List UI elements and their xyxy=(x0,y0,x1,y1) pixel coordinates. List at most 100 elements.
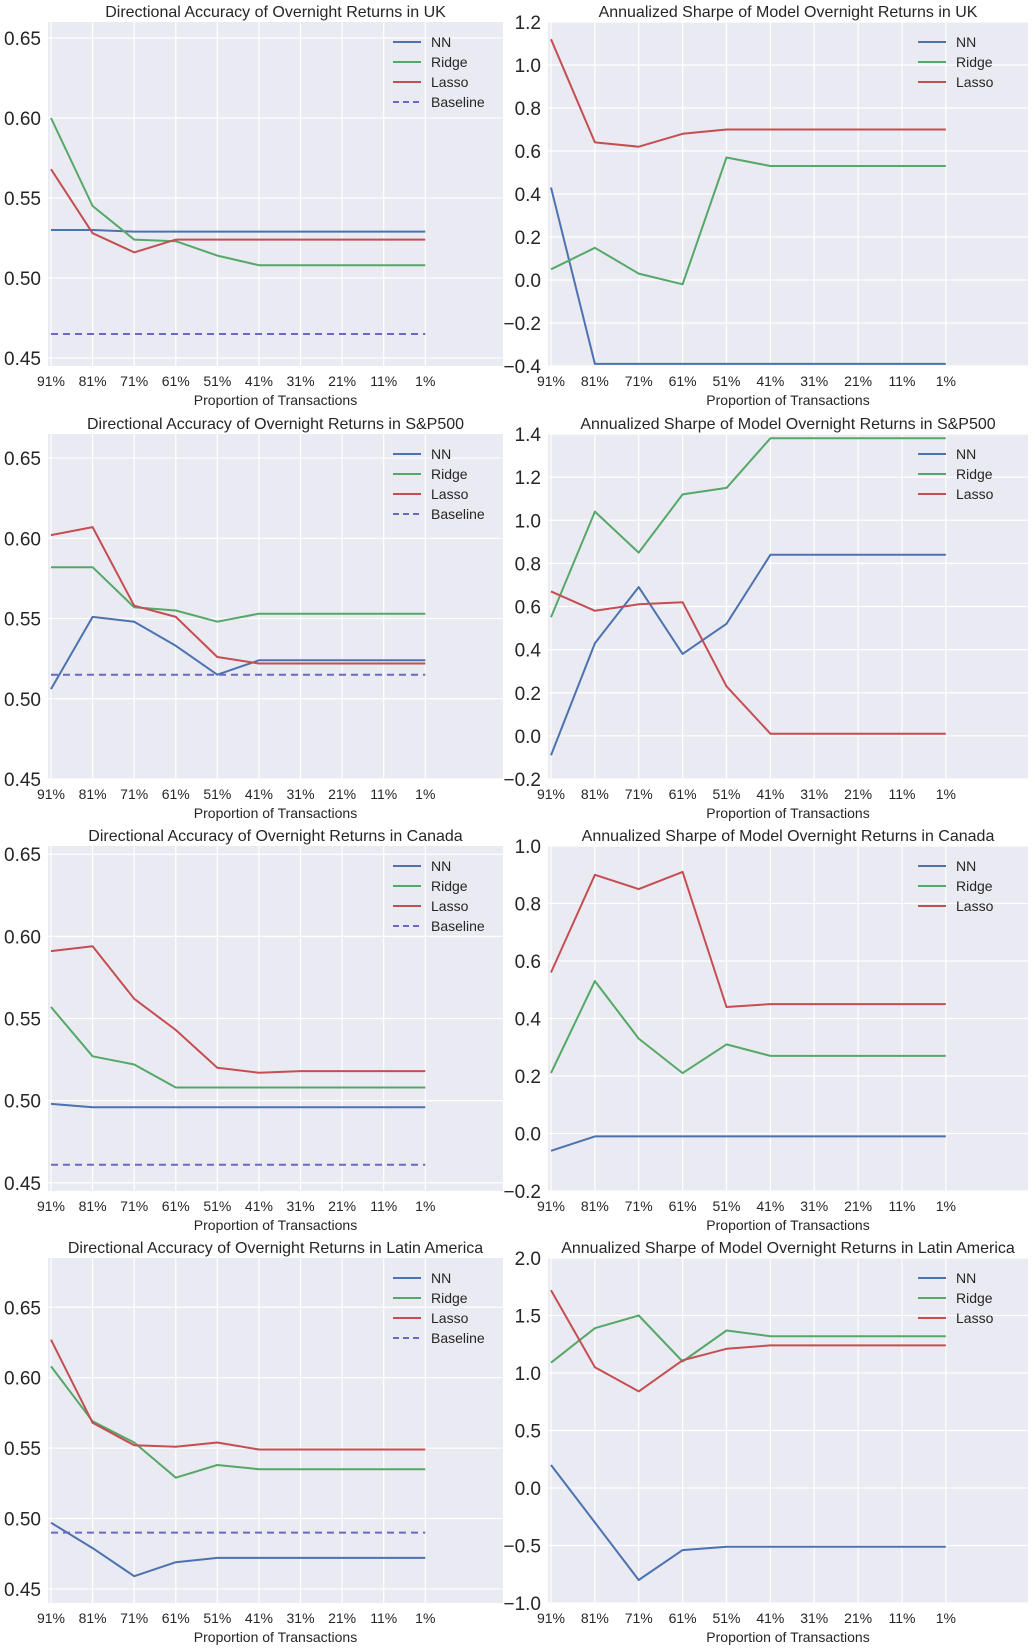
x-tick-label: 31% xyxy=(800,1610,828,1626)
y-tick-label: 0.50 xyxy=(4,1092,41,1113)
x-tick-label: 71% xyxy=(120,786,148,802)
x-axis-label: Proportion of Transactions xyxy=(706,1217,869,1233)
x-tick-label: 11% xyxy=(888,786,915,802)
y-tick-label: 2.0 xyxy=(515,1249,541,1270)
x-tick-label: 31% xyxy=(800,1198,828,1214)
chart-title: Annualized Sharpe of Model Overnight Ret… xyxy=(582,828,995,845)
chart-title: Directional Accuracy of Overnight Return… xyxy=(88,828,463,845)
y-tick-label: 0.60 xyxy=(4,109,41,130)
chart-title: Annualized Sharpe of Model Overnight Ret… xyxy=(561,1240,1015,1257)
x-tick-label: 71% xyxy=(625,786,653,802)
x-tick-label: 11% xyxy=(888,1198,915,1214)
x-axis-label: Proportion of Transactions xyxy=(194,1629,357,1645)
x-tick-label: 51% xyxy=(712,1198,740,1214)
x-tick-label: 41% xyxy=(756,373,784,389)
chart-title: Directional Accuracy of Overnight Return… xyxy=(87,416,464,433)
series-line-ridge xyxy=(51,566,426,623)
series-line-lasso xyxy=(550,1289,946,1393)
y-tick-label: 0.0 xyxy=(515,727,541,748)
y-tick-label: 0.6 xyxy=(515,142,541,163)
x-tick-label: 11% xyxy=(370,1610,397,1626)
x-tick-label: 31% xyxy=(287,1610,315,1626)
y-tick-label: 1.5 xyxy=(515,1307,541,1328)
legend-label-nn: NN xyxy=(431,446,451,462)
x-tick-label: 1% xyxy=(415,786,435,802)
y-tick-label: 0.60 xyxy=(4,529,41,550)
y-tick-label: 0.0 xyxy=(515,271,541,292)
legend-label-nn: NN xyxy=(956,1270,976,1286)
x-tick-label: 81% xyxy=(581,1198,609,1214)
x-tick-label: 71% xyxy=(625,373,653,389)
series-line-lasso xyxy=(50,1339,426,1451)
x-tick-label: 61% xyxy=(669,1610,697,1626)
x-tick-label: 21% xyxy=(844,1198,872,1214)
x-axis-label: Proportion of Transactions xyxy=(706,805,869,821)
plot-area xyxy=(48,22,503,366)
y-tick-label: 0.8 xyxy=(515,895,541,916)
y-tick-label: 0.2 xyxy=(515,684,541,705)
x-tick-label: 81% xyxy=(79,786,107,802)
x-tick-label: 61% xyxy=(162,1610,190,1626)
legend-label-ridge: Ridge xyxy=(431,878,468,894)
x-tick-label: 71% xyxy=(625,1610,653,1626)
legend-label-baseline: Baseline xyxy=(431,94,485,110)
x-tick-label: 81% xyxy=(581,373,609,389)
legend-label-baseline: Baseline xyxy=(431,506,485,522)
y-tick-label: 0.55 xyxy=(4,1010,41,1031)
y-tick-label: 0.50 xyxy=(4,690,41,711)
x-tick-label: 21% xyxy=(328,373,356,389)
y-tick-label: 0.0 xyxy=(515,1125,541,1146)
chart-title: Directional Accuracy of Overnight Return… xyxy=(105,4,446,21)
series-line-nn xyxy=(550,553,946,756)
series-line-nn xyxy=(50,615,426,690)
y-tick-label: −0.5 xyxy=(503,1537,541,1558)
plot-area xyxy=(48,434,503,779)
legend-label-nn: NN xyxy=(956,858,976,874)
x-tick-label: 31% xyxy=(800,373,828,389)
y-tick-label: 0.8 xyxy=(515,99,541,120)
x-tick-label: 1% xyxy=(415,373,435,389)
y-tick-label: −0.4 xyxy=(503,357,541,378)
legend-label-ridge: Ridge xyxy=(431,54,468,70)
x-tick-label: 41% xyxy=(756,1610,784,1626)
x-tick-label: 1% xyxy=(415,1198,435,1214)
x-axis-label: Proportion of Transactions xyxy=(194,1217,357,1233)
x-axis-label: Proportion of Transactions xyxy=(706,1629,869,1645)
legend-label-ridge: Ridge xyxy=(956,1290,993,1306)
chart-title: Annualized Sharpe of Model Overnight Ret… xyxy=(580,416,995,433)
y-tick-label: 1.4 xyxy=(515,425,542,446)
y-tick-label: 0.45 xyxy=(4,1580,41,1601)
series-line-ridge xyxy=(50,117,426,267)
x-tick-label: 51% xyxy=(712,1610,740,1626)
x-tick-label: 21% xyxy=(328,1610,356,1626)
legend-label-nn: NN xyxy=(956,34,976,50)
legend-label-ridge: Ridge xyxy=(956,878,993,894)
x-tick-label: 51% xyxy=(203,1198,231,1214)
x-tick-label: 31% xyxy=(287,786,315,802)
y-tick-label: −0.2 xyxy=(503,770,541,791)
x-tick-label: 21% xyxy=(328,1198,356,1214)
x-tick-label: 1% xyxy=(936,1610,956,1626)
x-tick-label: 51% xyxy=(203,1610,231,1626)
x-tick-label: 61% xyxy=(162,373,190,389)
y-tick-label: 1.2 xyxy=(515,468,541,489)
x-tick-label: 91% xyxy=(37,1610,65,1626)
x-tick-label: 11% xyxy=(888,1610,915,1626)
y-tick-label: 0.65 xyxy=(4,29,41,50)
legend-label-ridge: Ridge xyxy=(431,1290,468,1306)
x-tick-label: 31% xyxy=(287,373,315,389)
series-line-lasso xyxy=(50,526,426,665)
y-tick-label: 0.50 xyxy=(4,269,41,290)
x-tick-label: 81% xyxy=(79,373,107,389)
legend-label-baseline: Baseline xyxy=(431,1330,485,1346)
x-tick-label: 1% xyxy=(936,1198,956,1214)
y-tick-label: −1.0 xyxy=(503,1594,541,1615)
x-tick-label: 91% xyxy=(37,786,65,802)
legend-label-ridge: Ridge xyxy=(956,54,993,70)
y-tick-label: 0.4 xyxy=(515,641,542,662)
series-line-lasso xyxy=(50,945,426,1074)
x-tick-label: 71% xyxy=(120,1198,148,1214)
x-axis-label: Proportion of Transactions xyxy=(194,805,357,821)
y-tick-label: 1.0 xyxy=(515,56,541,77)
x-tick-label: 1% xyxy=(936,786,956,802)
